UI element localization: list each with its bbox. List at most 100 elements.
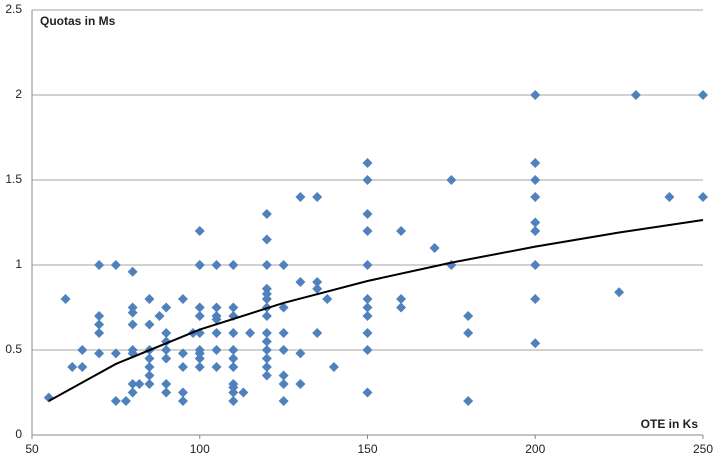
point bbox=[161, 302, 172, 313]
point bbox=[278, 396, 289, 406]
point bbox=[144, 319, 155, 330]
point bbox=[362, 158, 373, 168]
point bbox=[127, 319, 138, 330]
point bbox=[261, 283, 272, 294]
point bbox=[530, 260, 541, 270]
point bbox=[362, 345, 373, 355]
x-tick-label: 50 bbox=[25, 442, 39, 456]
point bbox=[110, 260, 121, 270]
point bbox=[530, 226, 541, 236]
x-tick-label: 150 bbox=[357, 442, 377, 456]
point bbox=[127, 302, 138, 313]
point bbox=[194, 353, 205, 364]
point bbox=[396, 302, 407, 313]
point bbox=[261, 362, 272, 372]
point bbox=[530, 294, 541, 304]
point bbox=[446, 175, 457, 185]
point bbox=[94, 328, 105, 338]
point bbox=[211, 260, 222, 270]
x-tick-label: 250 bbox=[693, 442, 713, 456]
y-tick-label: 1.5 bbox=[5, 172, 22, 186]
point bbox=[194, 362, 205, 372]
point bbox=[362, 311, 373, 321]
point bbox=[278, 260, 289, 270]
point bbox=[278, 370, 289, 381]
point bbox=[154, 311, 165, 321]
point bbox=[228, 302, 239, 313]
point bbox=[312, 277, 323, 287]
point bbox=[278, 345, 289, 355]
point bbox=[144, 370, 155, 381]
point bbox=[362, 209, 373, 219]
point bbox=[295, 348, 306, 359]
point bbox=[261, 370, 272, 381]
point bbox=[161, 387, 172, 398]
point bbox=[295, 379, 306, 389]
point bbox=[211, 302, 222, 313]
y-tick-label: 0.5 bbox=[5, 342, 22, 356]
point bbox=[463, 396, 474, 406]
point bbox=[530, 338, 541, 349]
point bbox=[144, 379, 155, 389]
point bbox=[177, 294, 188, 304]
point bbox=[134, 379, 145, 389]
point bbox=[228, 387, 239, 398]
point bbox=[261, 311, 272, 321]
point bbox=[194, 226, 205, 236]
point bbox=[261, 234, 272, 245]
point bbox=[194, 311, 205, 321]
label-background bbox=[638, 416, 701, 433]
point bbox=[211, 345, 222, 355]
point bbox=[322, 294, 333, 304]
point bbox=[194, 348, 205, 359]
point bbox=[161, 328, 172, 338]
point bbox=[278, 302, 289, 313]
point bbox=[261, 260, 272, 270]
point bbox=[463, 311, 474, 321]
point bbox=[664, 192, 675, 202]
point bbox=[261, 209, 272, 219]
y-tick-label: 2.5 bbox=[5, 2, 22, 16]
point bbox=[228, 328, 239, 338]
point bbox=[127, 379, 138, 389]
point bbox=[698, 192, 708, 202]
point bbox=[161, 379, 172, 389]
point bbox=[177, 362, 188, 372]
point bbox=[127, 266, 138, 277]
point bbox=[177, 387, 188, 398]
point bbox=[127, 307, 138, 318]
trendline bbox=[48, 218, 704, 402]
point bbox=[228, 362, 239, 372]
point bbox=[238, 387, 249, 398]
point bbox=[94, 260, 105, 270]
x-axis-title: OTE in Ks bbox=[641, 417, 699, 431]
point bbox=[144, 362, 155, 372]
y-tick-label: 2 bbox=[15, 87, 22, 101]
point bbox=[362, 226, 373, 236]
point bbox=[312, 328, 323, 338]
point bbox=[144, 353, 155, 364]
point bbox=[278, 379, 289, 389]
point bbox=[530, 175, 541, 185]
point bbox=[362, 302, 373, 313]
point bbox=[211, 328, 222, 338]
point bbox=[362, 387, 373, 398]
point bbox=[328, 362, 339, 372]
point bbox=[362, 328, 373, 338]
label-background bbox=[38, 13, 118, 30]
point bbox=[530, 158, 541, 168]
point bbox=[261, 288, 272, 299]
point bbox=[530, 90, 541, 100]
point bbox=[278, 328, 289, 338]
x-tick-label: 100 bbox=[190, 442, 210, 456]
point bbox=[261, 336, 272, 347]
point bbox=[312, 192, 323, 202]
point bbox=[120, 396, 131, 406]
point bbox=[94, 319, 105, 330]
point bbox=[177, 396, 188, 406]
point bbox=[144, 294, 155, 304]
point bbox=[127, 387, 138, 398]
point bbox=[194, 260, 205, 270]
y-tick-label: 1 bbox=[15, 257, 22, 271]
